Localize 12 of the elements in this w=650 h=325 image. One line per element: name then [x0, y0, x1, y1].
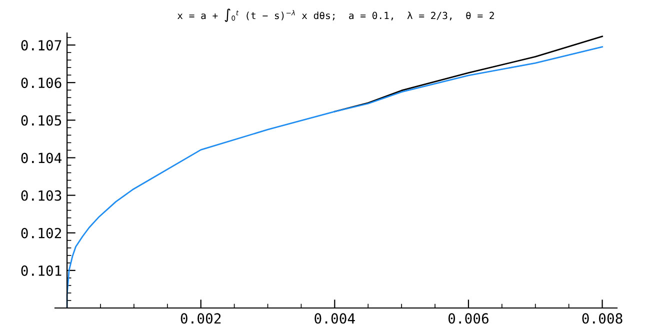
x-tick-label: 0.004 — [314, 313, 355, 324]
y-tick-label: 0.102 — [21, 228, 61, 238]
y-tick-label: 0.106 — [21, 78, 62, 88]
y-tick-label: 0.101 — [21, 265, 62, 276]
x-tick-label: 0.002 — [180, 313, 221, 324]
x-tick-label: 0.008 — [582, 313, 622, 324]
chart-title: x = a + ∫$_{0}$$^{t}$ (t − s)$^{−λ}$ x dθs; a = 0.1, λ = 2/3, θ = 2 — [178, 8, 494, 22]
y-tick-label: 0.107 — [21, 40, 62, 51]
x-tick-label: 0.006 — [448, 313, 488, 324]
y-tick-label: 0.104 — [21, 152, 62, 164]
y-tick-label: 0.105 — [21, 115, 62, 126]
y-tick-label: 0.103 — [21, 190, 62, 201]
